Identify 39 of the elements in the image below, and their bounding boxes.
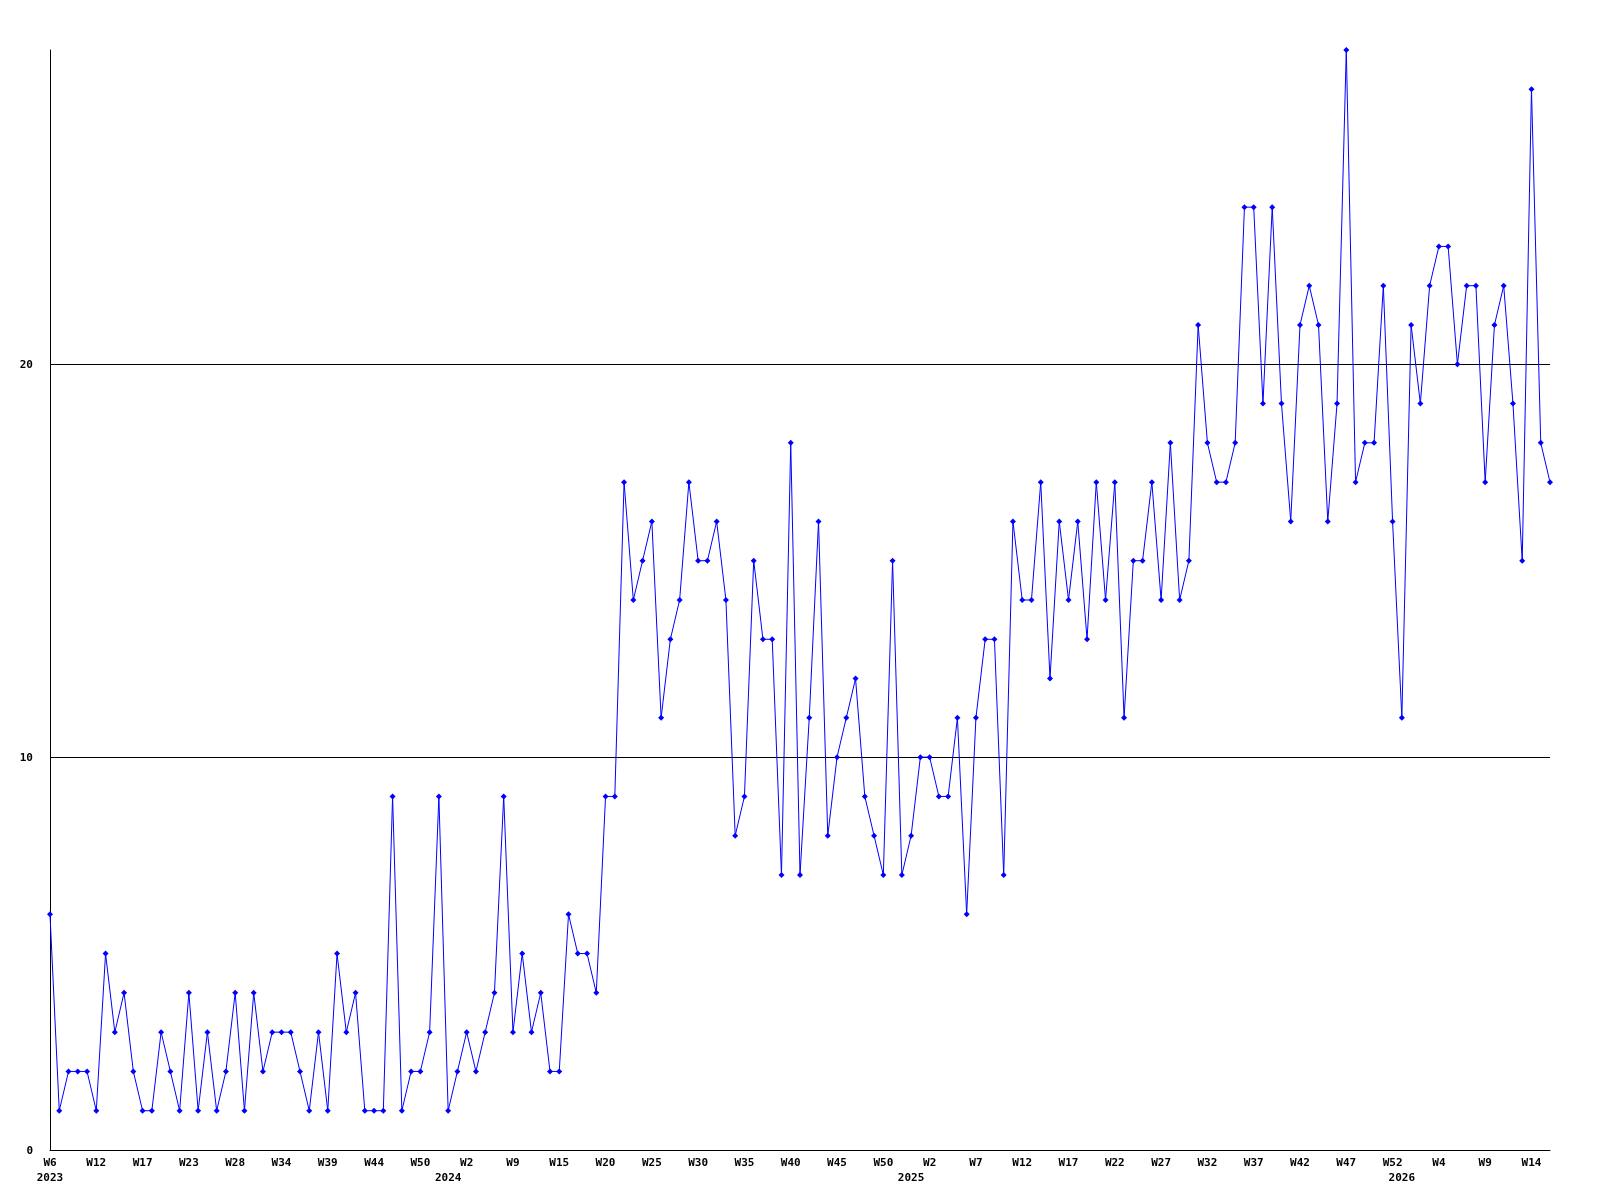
x-tick-label: W6 2023: [36, 1156, 64, 1184]
x-tick-label: W4: [1432, 1156, 1446, 1169]
x-tick-label: W28: [225, 1156, 246, 1169]
x-tick-label: W20: [595, 1156, 616, 1169]
x-tick-label: W34: [271, 1156, 292, 1169]
x-tick-label: W7: [969, 1156, 983, 1169]
x-tick-label: W40: [780, 1156, 801, 1169]
x-tick-label: W35: [734, 1156, 755, 1169]
x-tick-label: W45: [827, 1156, 847, 1169]
x-tick-label: W2: [460, 1156, 474, 1169]
x-tick-label: W12: [1012, 1156, 1033, 1169]
y-tick-label: 0: [26, 1143, 33, 1157]
x-tick-label: W22: [1104, 1156, 1125, 1169]
x-tick-label: W32: [1197, 1156, 1218, 1169]
x-tick-label: W47: [1336, 1156, 1357, 1169]
x-tick-label: W14: [1521, 1156, 1542, 1169]
x-tick-label: W50: [873, 1156, 894, 1169]
x-tick-label: W27: [1151, 1156, 1172, 1169]
x-tick-label: W17: [1058, 1156, 1079, 1169]
x-tick-label: W9: [1478, 1156, 1492, 1169]
x-tick-label: W15: [549, 1156, 570, 1169]
x-tick-label: W44: [364, 1156, 385, 1169]
x-tick-label: W2: [923, 1156, 937, 1169]
x-tick-label: W50: [410, 1156, 431, 1169]
x-tick-label: W39: [317, 1156, 338, 1169]
x-tick-label: W52: [1382, 1156, 1403, 1169]
x-tick-label: 2026: [1388, 1171, 1416, 1184]
x-tick-label: 2025: [897, 1171, 925, 1184]
y-tick-label: 20: [19, 357, 33, 371]
x-tick-label: W37: [1243, 1156, 1264, 1169]
y-tick-label: 10: [19, 750, 33, 764]
x-tick-label: 2024: [434, 1171, 462, 1184]
x-tick-label: W30: [688, 1156, 709, 1169]
x-tick-label: W25: [641, 1156, 662, 1169]
x-tick-label: W42: [1290, 1156, 1310, 1169]
x-tick-label: W17: [132, 1156, 153, 1169]
x-tick-label: W12: [86, 1156, 107, 1169]
x-tick-label: W9: [506, 1156, 520, 1169]
x-tick-label: W23: [178, 1156, 199, 1169]
